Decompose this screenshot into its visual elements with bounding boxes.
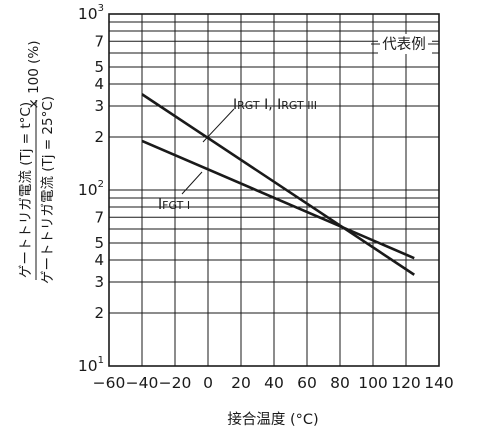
badge: 代表例 — [371, 34, 439, 54]
x-tick-label: −20 — [159, 374, 192, 392]
y-tick-label: 5 — [94, 58, 104, 76]
x-tick-label: 40 — [264, 374, 284, 392]
annotation-ifgt: IFGT I — [158, 171, 203, 213]
annotation-irgt-label: IRGT I, IRGT III — [233, 97, 317, 113]
x-tick-label: 0 — [203, 374, 213, 392]
y-tick-label: 3 — [94, 273, 104, 291]
x-tick-label: 120 — [391, 374, 421, 392]
y-tick-label: 4 — [94, 251, 104, 269]
y-axis-label: ゲートトリガ電流 (Tj = t°C) ゲートトリガ電流 (Tj = 25°C) — [18, 96, 56, 284]
badge-background — [378, 34, 432, 54]
y-tick-label: 7 — [94, 32, 104, 50]
plot-frame — [108, 13, 440, 367]
y-tick-label: 103 — [78, 3, 104, 23]
y-tick-label: 4 — [94, 75, 104, 93]
x-tick-label: 100 — [358, 374, 388, 392]
y-axis-label-denominator: ゲートトリガ電流 (Tj = 25°C) — [40, 96, 56, 284]
series-line-2 — [141, 139, 415, 260]
y-axis-label-factor: × 100 (%) — [26, 40, 42, 109]
y-axis-label-numerator: ゲートトリガ電流 (Tj = t°C) — [18, 102, 34, 278]
annotation-ifgt-leader — [181, 171, 203, 195]
x-tick-label: 20 — [231, 374, 251, 392]
x-tick-label: −40 — [126, 374, 159, 392]
series-lines — [141, 93, 415, 276]
y-tick-label: 101 — [78, 355, 104, 375]
x-tick-label: −60 — [93, 374, 126, 392]
badge-label: 代表例 — [382, 36, 426, 53]
x-tick-labels: −60 −40 −20 0 20 40 60 80 100 120 140 — [93, 374, 454, 392]
x-tick-label: 140 — [424, 374, 454, 392]
annotation-irgt: IRGT I, IRGT III — [202, 97, 317, 143]
annotation-irgt-leader — [202, 108, 235, 143]
y-tick-label: 5 — [94, 234, 104, 252]
x-axis-label: 接合温度 (°C) — [227, 411, 318, 428]
y-tick-label: 2 — [94, 304, 104, 322]
y-tick-label: 2 — [94, 128, 104, 146]
x-tick-label: 60 — [297, 374, 317, 392]
x-tick-label: 80 — [330, 374, 350, 392]
y-tick-label: 7 — [94, 208, 104, 226]
grid — [109, 14, 439, 366]
annotation-ifgt-label: IFGT I — [158, 197, 190, 213]
y-tick-label: 3 — [94, 97, 104, 115]
y-tick-label: 102 — [78, 179, 104, 199]
series-line-1 — [141, 93, 415, 276]
